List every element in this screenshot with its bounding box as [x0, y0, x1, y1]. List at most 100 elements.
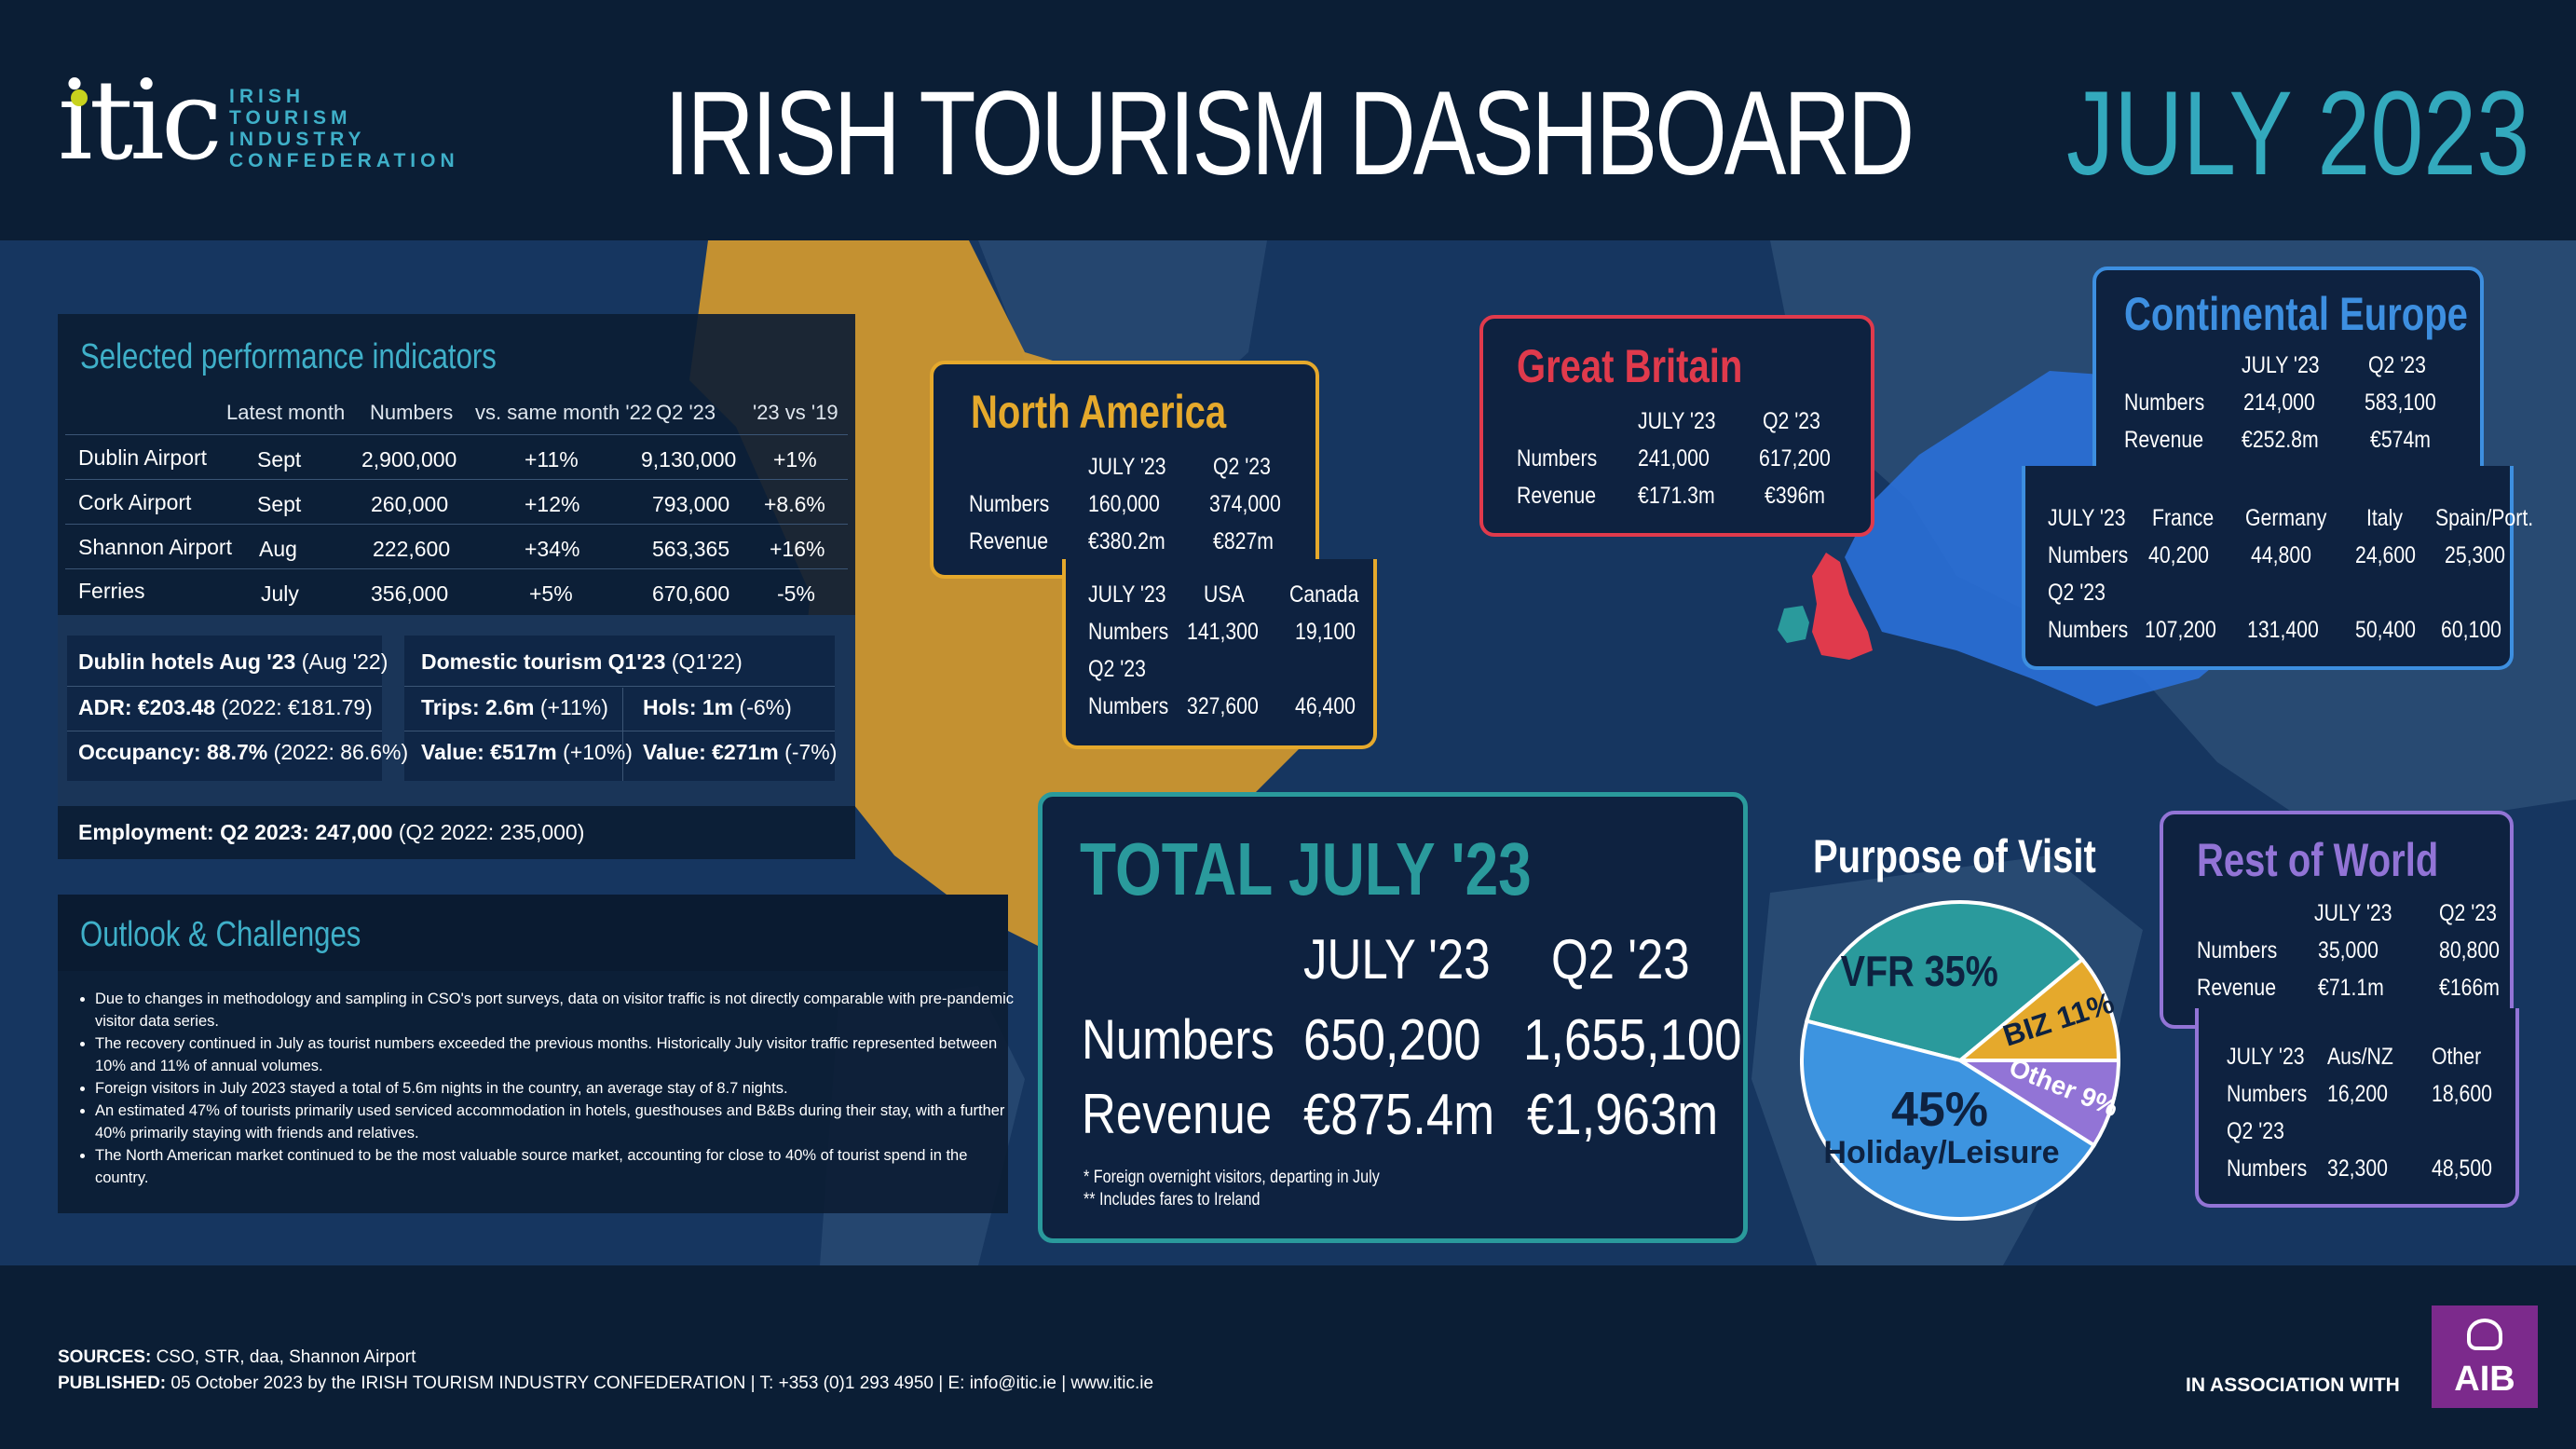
gb-revenue-label: Revenue [1517, 483, 1597, 509]
na-col-july: JULY '23 [1088, 454, 1166, 480]
divider [67, 686, 382, 687]
col-q2: Q2 '23 [656, 401, 716, 424]
pie-label-holiday: Holiday/Leisure [1823, 1135, 2059, 1170]
hotels-heading: Dublin hotels Aug '23 (Aug '22) [78, 649, 388, 674]
total-revenue-july: €875.4m [1303, 1083, 1495, 1147]
continental-europe-title: Continental Europe [2124, 288, 2468, 340]
continental-europe-breakdown: JULY '23 France Germany Italy Spain/Port… [2022, 466, 2533, 670]
rest-of-world-card: Rest of World JULY '23 Q2 '23 Numbers 35… [2160, 811, 2514, 1029]
ce-revenue-label: Revenue [2124, 427, 2204, 453]
col-vs-same-month: vs. same month '22 [475, 401, 653, 424]
gb-col-july: JULY '23 [1638, 408, 1716, 434]
rest-of-world-breakdown: JULY '23 Aus/NZ Other Numbers 16,200 18,… [2195, 1008, 2519, 1208]
outlook-title: Outlook & Challenges [80, 915, 361, 954]
gb-numbers-july: 241,000 [1638, 445, 1710, 472]
row-shannon-airport-vs19: +16% [770, 537, 825, 561]
continental-europe-card: Continental Europe JULY '23 Q2 '23 Numbe… [2092, 267, 2484, 486]
domestic-trips: Trips: 2.6m (+11%) [421, 695, 608, 719]
ce-revenue-july: €252.8m [2242, 427, 2319, 453]
gb-numbers-label: Numbers [1517, 445, 1598, 472]
ce-sub-france-july: 40,200 [2148, 542, 2209, 568]
row-col-q2: Q2 '23 [2439, 900, 2497, 926]
row-numbers-label: Numbers [2197, 937, 2278, 964]
footer-sources: SOURCES: CSO, STR, daa, Shannon Airport [58, 1347, 416, 1367]
ce-numbers-q2: 583,100 [2365, 390, 2436, 416]
map-great-britain [1812, 553, 1873, 660]
ce-revenue-q2: €574m [2370, 427, 2431, 453]
purpose-pie-chart: VFR 35% BIZ 11% Other 9% 45% Holiday/Lei… [1800, 900, 2122, 1222]
row-shannon-airport-q2: 563,365 [652, 537, 730, 561]
row-shannon-airport-month: Aug [259, 537, 297, 561]
domestic-value-hols: Value: €271m (-7%) [643, 740, 838, 764]
na-sub-q2-label: Q2 '23 [1088, 656, 1146, 682]
rest-of-world-title: Rest of World [2197, 834, 2439, 886]
ce-sub-numbers-label-2: Numbers [2048, 617, 2129, 643]
col-vs-19: '23 vs '19 [753, 401, 838, 424]
list-item: Due to changes in methodology and sampli… [95, 988, 1017, 1032]
list-item: An estimated 47% of tourists primarily u… [95, 1100, 1017, 1144]
gb-numbers-q2: 617,200 [1759, 445, 1831, 472]
total-numbers-label: Numbers [1082, 1008, 1274, 1071]
ce-sub-italy: Italy [2366, 505, 2403, 531]
row-revenue-q2: €166m [2439, 975, 2500, 1001]
ce-sub-spain-july: 25,300 [2445, 542, 2505, 568]
row-ferries-vs19: -5% [777, 581, 815, 606]
purpose-title: Purpose of Visit [1813, 830, 2096, 882]
row-sub-q2-label: Q2 '23 [2227, 1118, 2284, 1144]
row-revenue-label: Revenue [2197, 975, 2277, 1001]
ce-col-july: JULY '23 [2242, 352, 2320, 378]
great-britain-title: Great Britain [1517, 340, 1743, 392]
ce-sub-spain: Spain/Port. [2435, 505, 2534, 531]
pie-slice-holiday [1800, 1018, 2097, 1222]
ce-sub-q2-label: Q2 '23 [2048, 580, 2106, 606]
report-date: JULY 2023 [2066, 67, 2530, 200]
ce-sub-germany-july: 44,800 [2251, 542, 2311, 568]
total-note-2: ** Includes fares to Ireland [1084, 1190, 1261, 1210]
indicators-title: Selected performance indicators [80, 337, 497, 376]
row-dublin-airport-name: Dublin Airport [78, 445, 208, 470]
na-sub-usa: USA [1204, 581, 1245, 608]
hotels-occupancy: Occupancy: 88.7% (2022: 86.6%) [78, 740, 409, 764]
domestic-heading: Domestic tourism Q1'23 (Q1'22) [421, 649, 743, 674]
row-cork-airport-vs: +12% [525, 492, 580, 516]
gb-revenue-q2: €396m [1765, 483, 1825, 509]
row-ferries-name: Ferries [78, 579, 145, 603]
row-sub-numbers-label: Numbers [2227, 1081, 2308, 1107]
aib-logo-text: AIB [2454, 1360, 2515, 1399]
footer-bar [0, 1265, 2576, 1449]
north-america-card: North America JULY '23 Q2 '23 Numbers 16… [930, 361, 1319, 579]
row-dublin-airport-vs19: +1% [773, 447, 817, 472]
ce-col-q2: Q2 '23 [2368, 352, 2426, 378]
ce-sub-spain-q2: 60,100 [2441, 617, 2501, 643]
pie-label-holiday-pct: 45% [1891, 1083, 1988, 1137]
hotels-adr: ADR: €203.48 (2022: €181.79) [78, 695, 373, 719]
header-bar [0, 0, 2576, 240]
ce-sub-germany-q2: 131,400 [2247, 617, 2319, 643]
ce-sub-france-q2: 107,200 [2145, 617, 2216, 643]
na-sub-usa-july: 141,300 [1187, 619, 1259, 645]
total-col-july: JULY '23 [1303, 928, 1491, 991]
total-col-q2: Q2 '23 [1551, 928, 1690, 991]
na-revenue-label: Revenue [969, 528, 1049, 554]
row-sub-ausnz-q2: 32,300 [2327, 1155, 2388, 1182]
row-sub-other: Other [2432, 1044, 2482, 1070]
logo-subtitle: IRISH TOURISM INDUSTRY CONFEDERATION [229, 86, 459, 171]
ce-sub-france: France [2152, 505, 2215, 531]
row-sub-other-july: 18,600 [2432, 1081, 2492, 1107]
row-dublin-airport-numbers: 2,900,000 [361, 447, 457, 472]
na-revenue-q2: €827m [1213, 528, 1274, 554]
na-sub-numbers-label-2: Numbers [1088, 693, 1169, 719]
list-item: The recovery continued in July as touris… [95, 1032, 1017, 1077]
row-dublin-airport-q2: 9,130,000 [641, 447, 737, 472]
row-col-july: JULY '23 [2314, 900, 2392, 926]
ce-sub-italy-july: 24,600 [2355, 542, 2416, 568]
row-sub-numbers-label-2: Numbers [2227, 1155, 2308, 1182]
row-revenue-july: €71.1m [2318, 975, 2384, 1001]
footer-published: PUBLISHED: 05 October 2023 by the IRISH … [58, 1374, 1154, 1393]
ce-sub-numbers-label: Numbers [2048, 542, 2129, 568]
row-sub-ausnz-july: 16,200 [2327, 1081, 2388, 1107]
footer-association: IN ASSOCIATION WITH [2186, 1374, 2400, 1396]
row-sub-ausnz: Aus/NZ [2327, 1044, 2393, 1070]
gb-revenue-july: €171.3m [1638, 483, 1715, 509]
row-shannon-airport-vs: +34% [525, 537, 580, 561]
